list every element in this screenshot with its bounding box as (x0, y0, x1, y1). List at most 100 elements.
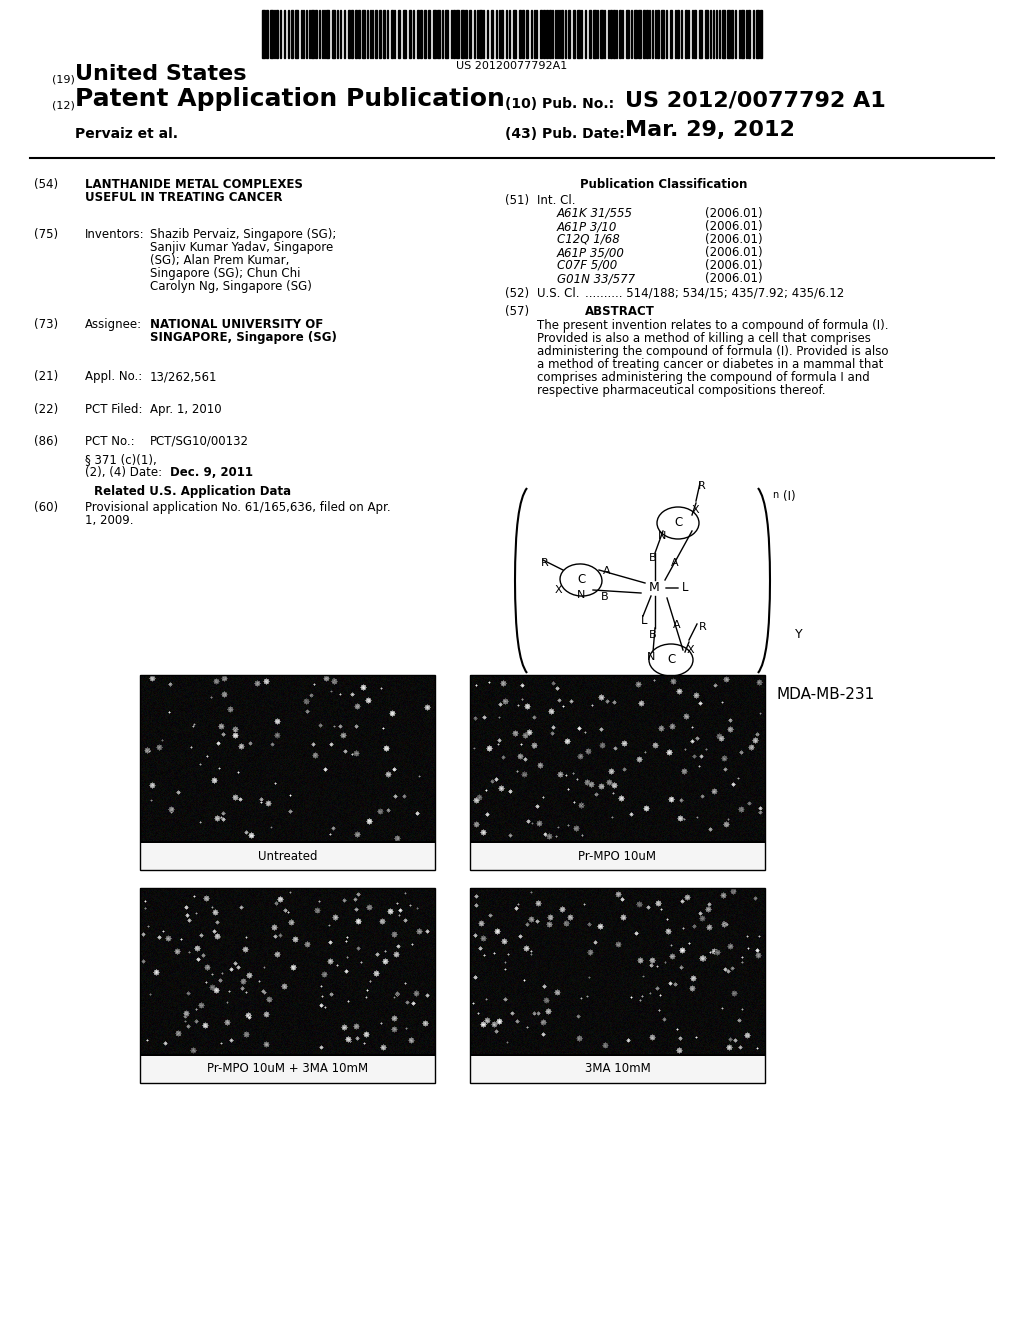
Text: A: A (671, 558, 679, 568)
Bar (741, 11, 744, 58)
Text: (57): (57) (505, 305, 529, 318)
Bar (561, 11, 563, 58)
Bar (722, 11, 725, 58)
Text: (SG); Alan Prem Kumar,: (SG); Alan Prem Kumar, (150, 253, 290, 267)
Text: PCT No.:: PCT No.: (85, 436, 134, 447)
Bar (470, 675, 765, 870)
Text: Sanjiv Kumar Yadav, Singapore: Sanjiv Kumar Yadav, Singapore (150, 242, 333, 253)
Text: C: C (674, 516, 682, 529)
Text: n: n (772, 490, 778, 500)
Text: (43) Pub. Date:: (43) Pub. Date: (505, 127, 625, 141)
Bar (266, 11, 268, 58)
Text: (2006.01): (2006.01) (705, 220, 763, 234)
Text: Int. Cl.: Int. Cl. (537, 194, 575, 207)
Text: US 20120077792A1: US 20120077792A1 (457, 61, 567, 71)
Text: Apr. 1, 2010: Apr. 1, 2010 (150, 403, 221, 416)
Bar (756, 11, 759, 58)
Bar (613, 11, 615, 58)
Bar (348, 11, 350, 58)
Text: (2), (4) Date:: (2), (4) Date: (85, 466, 162, 479)
Bar (600, 11, 603, 58)
Bar (379, 11, 381, 58)
Bar (694, 11, 696, 58)
Text: Publication Classification: Publication Classification (580, 178, 748, 191)
Bar (479, 11, 482, 58)
Text: (86): (86) (34, 436, 58, 447)
Bar (490, 11, 493, 58)
Text: (51): (51) (505, 194, 529, 207)
Bar (646, 11, 648, 58)
Bar (295, 11, 298, 58)
Text: (21): (21) (34, 370, 58, 383)
Text: Y: Y (795, 628, 803, 642)
Bar (276, 11, 278, 58)
Bar (577, 11, 580, 58)
Text: (2006.01): (2006.01) (705, 234, 763, 246)
Bar (311, 11, 314, 58)
Text: C: C (667, 653, 675, 667)
Bar (731, 11, 733, 58)
Bar (748, 11, 750, 58)
Text: B: B (649, 630, 656, 640)
Bar (568, 11, 570, 58)
Bar (315, 11, 317, 58)
Text: (2006.01): (2006.01) (705, 259, 763, 272)
Text: Provisional application No. 61/165,636, filed on Apr.: Provisional application No. 61/165,636, … (85, 502, 390, 513)
Text: a method of treating cancer or diabetes in a mammal that: a method of treating cancer or diabetes … (537, 358, 884, 371)
Bar (409, 11, 411, 58)
Text: Singapore (SG); Chun Chi: Singapore (SG); Chun Chi (150, 267, 300, 280)
Text: R: R (699, 622, 707, 632)
Bar (453, 11, 455, 58)
Text: (10) Pub. No.:: (10) Pub. No.: (505, 96, 614, 111)
Text: administering the compound of formula (I). Provided is also: administering the compound of formula (I… (537, 345, 889, 358)
Text: X: X (555, 585, 562, 595)
Text: comprises administering the compound of formula I and: comprises administering the compound of … (537, 371, 869, 384)
Bar (657, 11, 659, 58)
Bar (589, 11, 591, 58)
Bar (291, 11, 293, 58)
Bar (549, 11, 551, 58)
Text: A: A (603, 566, 610, 576)
Text: Related U.S. Application Data: Related U.S. Application Data (94, 484, 291, 498)
Bar (375, 11, 377, 58)
Text: Dec. 9, 2011: Dec. 9, 2011 (170, 466, 253, 479)
Text: C12Q 1/68: C12Q 1/68 (557, 234, 620, 246)
Bar (540, 11, 542, 58)
Text: .......... 514/188; 534/15; 435/7.92; 435/6.12: .......... 514/188; 534/15; 435/7.92; 43… (585, 286, 844, 300)
Text: 3MA 10mM: 3MA 10mM (585, 1063, 650, 1076)
Text: The present invention relates to a compound of formula (I).: The present invention relates to a compo… (537, 319, 889, 333)
Text: SINGAPORE, Singapore (SG): SINGAPORE, Singapore (SG) (150, 331, 337, 345)
Bar (417, 11, 419, 58)
Bar (428, 11, 430, 58)
Text: Inventors:: Inventors: (85, 228, 144, 242)
Text: X: X (692, 506, 699, 515)
Text: US 2012/0077792 A1: US 2012/0077792 A1 (625, 90, 886, 110)
Text: (60): (60) (34, 502, 58, 513)
Text: N: N (658, 531, 667, 541)
Text: Pr-MPO 10uM: Pr-MPO 10uM (579, 850, 656, 862)
Text: LANTHANIDE METAL COMPLEXES: LANTHANIDE METAL COMPLEXES (85, 178, 303, 191)
Bar (705, 11, 708, 58)
Text: B: B (649, 553, 656, 564)
Bar (326, 11, 329, 58)
Text: (2006.01): (2006.01) (705, 272, 763, 285)
Text: MDA-MB-231: MDA-MB-231 (777, 686, 876, 702)
Text: (54): (54) (34, 178, 58, 191)
Text: (2006.01): (2006.01) (705, 207, 763, 220)
Bar (456, 11, 459, 58)
Bar (670, 11, 672, 58)
Bar (677, 11, 679, 58)
Bar (543, 11, 545, 58)
Bar (626, 11, 629, 58)
Text: C: C (577, 573, 586, 586)
Text: Patent Application Publication: Patent Application Publication (75, 87, 505, 111)
Text: N: N (577, 590, 586, 601)
Bar (699, 11, 702, 58)
Bar (398, 11, 400, 58)
Bar (437, 11, 440, 58)
Text: R: R (541, 558, 549, 568)
Bar (685, 11, 687, 58)
Text: N: N (647, 652, 655, 663)
Bar (760, 11, 762, 58)
Text: 13/262,561: 13/262,561 (150, 370, 217, 383)
